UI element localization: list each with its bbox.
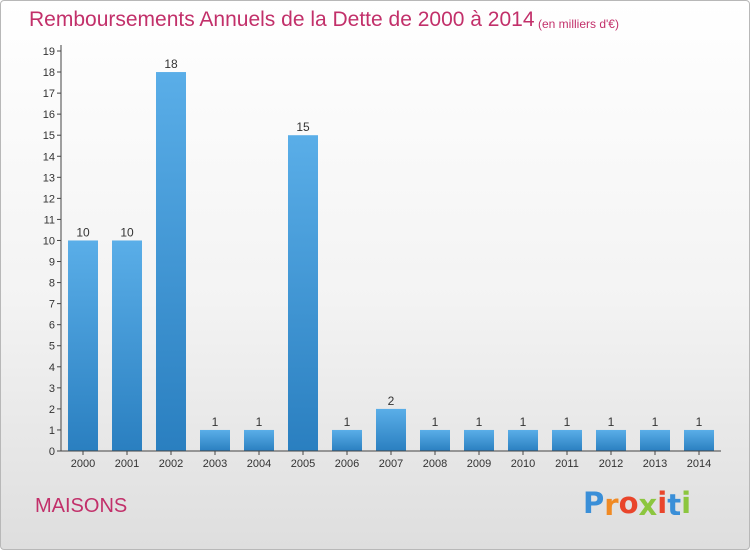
x-tick-label-2002: 2002 (159, 458, 183, 470)
data-label-2007: 2 (388, 394, 395, 408)
logo-letter: r (604, 488, 619, 522)
y-tick-label: 11 (44, 214, 55, 226)
logo-letter: i (681, 486, 692, 520)
data-label-2003: 1 (212, 415, 219, 429)
x-tick-label-2014: 2014 (687, 458, 711, 470)
logo-letter: t (667, 488, 682, 522)
y-tick-label: 3 (49, 383, 55, 395)
y-tick-label: 8 (49, 278, 55, 290)
y-tick-label: 5 (49, 341, 55, 353)
bar-2014 (684, 429, 714, 451)
data-label-2013: 1 (652, 415, 659, 429)
y-tick-label: 17 (43, 88, 55, 100)
bar-2007 (376, 408, 406, 451)
bar-2002 (156, 72, 186, 451)
bar-2013 (640, 429, 670, 451)
data-label-2008: 1 (432, 415, 439, 429)
data-label-2005: 15 (296, 120, 310, 134)
y-tick-label: 9 (49, 257, 55, 269)
x-axis-ticks: 2000 2001 2002 2003 2004 2005 2006 2007 2008 2009… (71, 451, 711, 470)
bar-2003 (200, 429, 230, 451)
y-tick-label: 16 (43, 109, 55, 121)
x-tick-label-2001: 2001 (115, 458, 139, 470)
bar-2001 (112, 240, 142, 451)
bar-2010 (508, 429, 538, 451)
bars: 10 10 18 1 1 15 1 2 1 1 1 1 1 1 1 (68, 57, 714, 452)
data-label-2000: 10 (76, 225, 90, 239)
y-tick-label: 4 (49, 362, 55, 374)
x-tick-label-2007: 2007 (379, 458, 403, 470)
data-label-2004: 1 (256, 415, 263, 429)
y-tick-label: 15 (43, 130, 55, 142)
bar-2009 (464, 429, 494, 451)
data-label-2009: 1 (476, 415, 483, 429)
x-tick-label-2009: 2009 (467, 458, 491, 470)
x-tick-label-2013: 2013 (643, 458, 667, 470)
commune-name: MAISONS (35, 495, 128, 517)
x-tick-label-2012: 2012 (599, 458, 623, 470)
data-label-2002: 18 (164, 57, 178, 71)
data-label-2006: 1 (344, 415, 351, 429)
x-tick-label-2011: 2011 (555, 458, 579, 470)
y-tick-label: 2 (49, 404, 55, 416)
y-tick-label: 12 (43, 193, 55, 205)
x-tick-label-2003: 2003 (203, 458, 227, 470)
x-tick-label-2008: 2008 (423, 458, 447, 470)
x-tick-label-2006: 2006 (335, 458, 359, 470)
y-tick-label: 6 (49, 320, 55, 332)
data-label-2014: 1 (696, 415, 703, 429)
x-tick-label-2005: 2005 (291, 458, 315, 470)
y-tick-label: 7 (49, 299, 55, 311)
data-label-2011: 1 (564, 415, 571, 429)
x-tick-label-2004: 2004 (247, 458, 271, 470)
bar-2000 (68, 240, 98, 451)
chart-title: Remboursements Annuels de la Dette de 20… (29, 8, 535, 31)
proxiti-logo[interactable]: Proxiti (583, 486, 692, 522)
y-tick-label: 19 (43, 46, 55, 58)
logo-letter: o (618, 486, 639, 520)
data-label-2010: 1 (520, 415, 527, 429)
y-tick-label: 0 (49, 446, 55, 458)
logo-letter: x (638, 488, 658, 522)
logo-letter: P (583, 486, 605, 520)
x-tick-label-2010: 2010 (511, 458, 535, 470)
y-tick-label: 13 (43, 172, 55, 184)
data-label-2001: 10 (120, 225, 134, 239)
bar-2011 (552, 429, 582, 451)
logo-letter: i (657, 486, 668, 520)
y-tick-label: 10 (43, 235, 55, 247)
bar-2004 (244, 429, 274, 451)
x-tick-label-2000: 2000 (71, 458, 95, 470)
y-tick-label: 14 (43, 151, 55, 163)
chart-subtitle: (en milliers d'€) (538, 17, 619, 31)
bar-2005 (288, 135, 318, 452)
bar-2006 (332, 429, 362, 451)
bar-2012 (596, 429, 626, 451)
bar-2008 (420, 429, 450, 451)
y-tick-label: 18 (43, 67, 55, 79)
data-label-2012: 1 (608, 415, 615, 429)
y-tick-label: 1 (49, 425, 55, 437)
